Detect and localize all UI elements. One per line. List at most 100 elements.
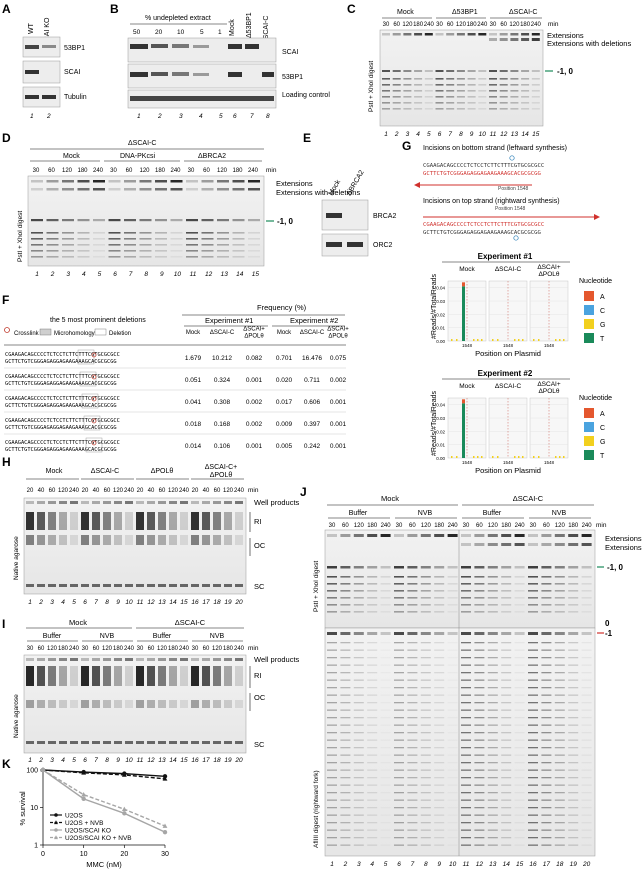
gel-band [581,566,592,569]
gel-band [568,799,579,801]
gel-band [340,611,351,613]
gel-band [48,584,56,587]
gel-band [474,534,485,537]
lane-number: 11 [190,271,197,278]
gel-band [367,649,378,651]
gel-band [501,687,512,689]
gel-band [93,219,105,222]
gel-band [456,102,465,104]
gel-band [461,807,471,809]
gel-band [528,792,538,794]
gel-band [461,754,471,756]
gel-band [77,250,90,252]
gel-band [327,649,337,651]
gel-band [568,822,579,824]
g-bar-a [462,282,465,287]
lane-number: 5 [384,861,388,868]
gel-band [48,501,56,504]
gel-band [474,604,485,606]
g-legend-label: T [600,336,605,343]
gel-band [340,642,351,644]
a-blot-scai [22,60,61,84]
lane-number: 8 [105,599,109,606]
gel-band [420,597,431,599]
gel-band [93,188,105,191]
f-seq-bottom: GCTTCTGTCGGGAGAGGAGAAGAAAGCACGCGCGG [5,359,117,365]
gel-band [26,666,34,686]
time-label: 60 [159,488,166,494]
gel-band [581,687,592,689]
gel-band [434,604,445,606]
time-label: 120 [102,646,113,652]
gel-band [327,657,337,659]
gel-band [353,709,364,711]
time-label: 180 [434,523,445,529]
gel-band [568,814,579,816]
gel-band [353,784,364,786]
lane-number: 6 [83,599,87,606]
gel-band [414,84,423,86]
gel-band [394,611,404,613]
gel-band [474,590,485,592]
gel-band [474,687,485,689]
gel-band [136,700,144,708]
gel-band [202,501,210,504]
time-label: 240 [179,646,190,652]
gel-band [501,657,512,659]
gel-band [235,666,243,686]
gel-band [434,732,445,734]
i-bands [26,658,243,744]
gel-band [353,590,364,592]
d-top-group: ΔSCAI-C [128,140,156,147]
gel-band [147,658,155,661]
gel-band [581,590,592,592]
gel-band [514,611,525,613]
gel-band [489,96,497,98]
gel-band [31,180,43,183]
gel-band [48,535,56,545]
gel-band [461,814,471,816]
g-bar-small [538,339,540,341]
gel-band [514,739,525,741]
gel-band [461,543,471,546]
gel-band [381,665,391,666]
gel-band [501,632,512,635]
gel-band [514,717,525,719]
gel-band [514,679,525,681]
gel-band [554,747,565,749]
gel-band [531,96,540,98]
gel-band [501,534,512,537]
gel-band [521,38,530,41]
a-label-53bp1: 53BP1 [64,45,85,52]
d-label-del: Extensions with deletions [276,188,360,197]
gel-band [474,739,485,741]
lane-number: 8 [105,757,109,764]
gel-band [232,244,245,246]
f-seq-top: CGAAGACAGCCCCTCTCCTCTTCTTTCGTGCGCGCC [5,352,120,358]
gel-band [448,657,458,658]
gel-band [434,814,445,816]
j-label-0: 0 [605,619,610,628]
g-bar-small [538,456,540,458]
time-label: 30 [463,523,470,529]
gel-band [394,732,404,734]
gel-band [59,700,67,708]
k-xtick-label: 10 [80,851,88,858]
gel-band [232,180,245,183]
k-legend-marker [54,835,58,840]
gel-band [541,762,552,764]
f-cell: 16.476 [302,355,322,362]
time-label: 240 [582,523,593,529]
gel-band [474,829,485,831]
lane-number: 2 [50,271,55,278]
gel-band [568,844,579,846]
time-label: 120 [421,523,432,529]
gel-band [224,501,232,504]
gel-band [191,501,199,504]
time-label: 60 [409,523,416,529]
gel-band [420,576,431,578]
lane-number: 8 [459,131,463,138]
crosslink-icon [4,327,10,333]
